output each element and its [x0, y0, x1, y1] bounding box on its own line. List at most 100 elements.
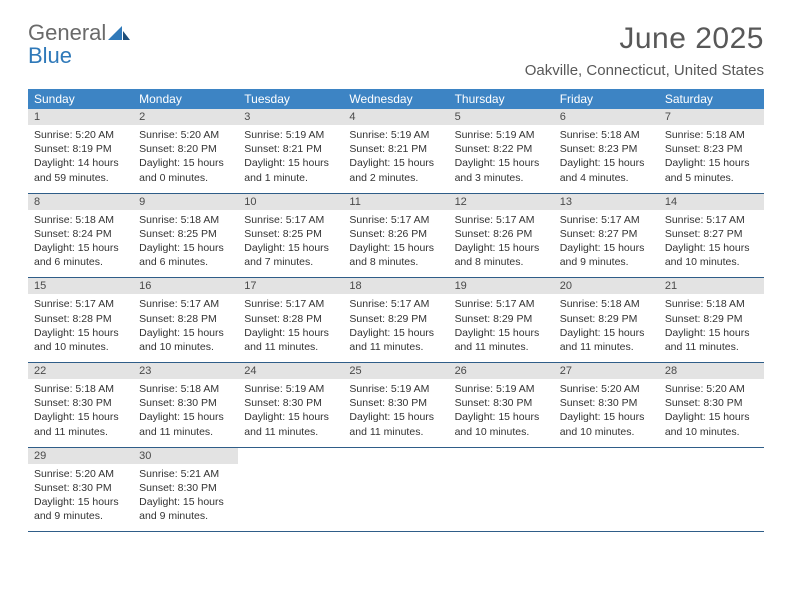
calendar-table: Sunday Monday Tuesday Wednesday Thursday… — [28, 89, 764, 532]
day-cell: 3Sunrise: 5:19 AMSunset: 8:21 PMDaylight… — [238, 109, 343, 193]
day-line-dl2: and 9 minutes. — [560, 255, 653, 269]
day-line-dl2: and 11 minutes. — [34, 425, 127, 439]
day-body: Sunrise: 5:18 AMSunset: 8:30 PMDaylight:… — [133, 379, 238, 447]
day-cell: .. — [343, 447, 448, 532]
day-number: 24 — [238, 363, 343, 379]
day-line-sr: Sunrise: 5:17 AM — [560, 213, 653, 227]
day-line-ss: Sunset: 8:25 PM — [139, 227, 232, 241]
day-line-ss: Sunset: 8:21 PM — [349, 142, 442, 156]
day-line-dl2: and 5 minutes. — [665, 171, 758, 185]
day-cell: 11Sunrise: 5:17 AMSunset: 8:26 PMDayligh… — [343, 193, 448, 278]
day-line-dl2: and 11 minutes. — [349, 425, 442, 439]
day-line-dl2: and 11 minutes. — [560, 340, 653, 354]
day-line-ss: Sunset: 8:19 PM — [34, 142, 127, 156]
day-line-dl1: Daylight: 15 hours — [244, 156, 337, 170]
day-line-sr: Sunrise: 5:17 AM — [139, 297, 232, 311]
day-number: 6 — [554, 109, 659, 125]
week-row: 22Sunrise: 5:18 AMSunset: 8:30 PMDayligh… — [28, 363, 764, 448]
day-body: Sunrise: 5:19 AMSunset: 8:22 PMDaylight:… — [449, 125, 554, 193]
day-line-dl2: and 6 minutes. — [139, 255, 232, 269]
day-number: 16 — [133, 278, 238, 294]
day-body: Sunrise: 5:20 AMSunset: 8:30 PMDaylight:… — [28, 464, 133, 532]
day-cell: 29Sunrise: 5:20 AMSunset: 8:30 PMDayligh… — [28, 447, 133, 532]
day-line-dl2: and 11 minutes. — [244, 340, 337, 354]
day-line-sr: Sunrise: 5:19 AM — [455, 128, 548, 142]
day-cell: 28Sunrise: 5:20 AMSunset: 8:30 PMDayligh… — [659, 363, 764, 448]
day-body: Sunrise: 5:18 AMSunset: 8:23 PMDaylight:… — [554, 125, 659, 193]
day-line-sr: Sunrise: 5:19 AM — [244, 128, 337, 142]
day-body: Sunrise: 5:17 AMSunset: 8:28 PMDaylight:… — [238, 294, 343, 362]
day-line-dl1: Daylight: 15 hours — [665, 326, 758, 340]
day-line-ss: Sunset: 8:30 PM — [34, 481, 127, 495]
day-line-sr: Sunrise: 5:20 AM — [34, 467, 127, 481]
day-line-ss: Sunset: 8:29 PM — [455, 312, 548, 326]
day-line-dl1: Daylight: 15 hours — [139, 410, 232, 424]
day-line-sr: Sunrise: 5:19 AM — [455, 382, 548, 396]
day-line-dl1: Daylight: 15 hours — [560, 326, 653, 340]
dow-row: Sunday Monday Tuesday Wednesday Thursday… — [28, 89, 764, 109]
day-line-dl1: Daylight: 15 hours — [455, 156, 548, 170]
day-cell: 26 Sunrise: 5:19 AMSunset: 8:30 PMDayligh… — [449, 363, 554, 448]
day-line-ss: Sunset: 8:22 PM — [455, 142, 548, 156]
day-body: Sunrise: 5:18 AMSunset: 8:25 PMDaylight:… — [133, 210, 238, 278]
day-cell: 16Sunrise: 5:17 AMSunset: 8:28 PMDayligh… — [133, 278, 238, 363]
day-line-sr: Sunrise: 5:18 AM — [139, 382, 232, 396]
day-line-dl2: and 10 minutes. — [560, 425, 653, 439]
day-line-dl2: and 1 minute. — [244, 171, 337, 185]
day-number: 12 — [449, 194, 554, 210]
day-line-sr: Sunrise: 5:18 AM — [560, 128, 653, 142]
dow-wednesday: Wednesday — [343, 89, 448, 109]
day-body: Sunrise: 5:18 AMSunset: 8:29 PMDaylight:… — [554, 294, 659, 362]
day-number: 25 — [343, 363, 448, 379]
day-body: Sunrise: 5:18 AMSunset: 8:30 PMDaylight:… — [28, 379, 133, 447]
day-line-sr: Sunrise: 5:20 AM — [139, 128, 232, 142]
dow-tuesday: Tuesday — [238, 89, 343, 109]
day-line-dl1: Daylight: 15 hours — [349, 241, 442, 255]
day-line-dl2: and 9 minutes. — [34, 509, 127, 523]
day-line-dl1: Daylight: 15 hours — [244, 410, 337, 424]
day-line-sr: Sunrise: 5:19 AM — [349, 382, 442, 396]
day-cell: 17Sunrise: 5:17 AMSunset: 8:28 PMDayligh… — [238, 278, 343, 363]
day-number: 9 — [133, 194, 238, 210]
day-body: Sunrise: 5:20 AMSunset: 8:19 PMDaylight:… — [28, 125, 133, 193]
location-text: Oakville, Connecticut, United States — [525, 62, 764, 79]
day-number: 21 — [659, 278, 764, 294]
day-line-sr: Sunrise: 5:17 AM — [349, 213, 442, 227]
day-line-sr: Sunrise: 5:17 AM — [455, 213, 548, 227]
header: General Blue June 2025 Oakville, Connect… — [28, 22, 764, 79]
logo-sail-icon — [108, 27, 130, 44]
day-number: 23 — [133, 363, 238, 379]
day-body: Sunrise: 5:18 AMSunset: 8:24 PMDaylight:… — [28, 210, 133, 278]
day-line-dl1: Daylight: 15 hours — [34, 326, 127, 340]
day-number: 17 — [238, 278, 343, 294]
day-cell: 12Sunrise: 5:17 AMSunset: 8:26 PMDayligh… — [449, 193, 554, 278]
week-row: 15Sunrise: 5:17 AMSunset: 8:28 PMDayligh… — [28, 278, 764, 363]
day-line-ss: Sunset: 8:21 PM — [244, 142, 337, 156]
day-cell: 23Sunrise: 5:18 AMSunset: 8:30 PMDayligh… — [133, 363, 238, 448]
day-number: 14 — [659, 194, 764, 210]
day-line-dl1: Daylight: 15 hours — [665, 156, 758, 170]
day-line-dl2: and 8 minutes. — [349, 255, 442, 269]
day-cell: .. — [449, 447, 554, 532]
dow-monday: Monday — [133, 89, 238, 109]
day-line-ss: Sunset: 8:30 PM — [455, 396, 548, 410]
day-line-dl1: Daylight: 15 hours — [665, 241, 758, 255]
day-line-ss: Sunset: 8:23 PM — [665, 142, 758, 156]
day-line-dl2: and 10 minutes. — [665, 255, 758, 269]
day-cell: 19Sunrise: 5:17 AMSunset: 8:29 PMDayligh… — [449, 278, 554, 363]
day-number: 19 — [449, 278, 554, 294]
day-body: Sunrise: 5:17 AMSunset: 8:28 PMDaylight:… — [133, 294, 238, 362]
day-cell: .. — [238, 447, 343, 532]
day-number: 29 — [28, 448, 133, 464]
day-line-sr: Sunrise: 5:19 AM — [244, 382, 337, 396]
day-cell: 25Sunrise: 5:19 AMSunset: 8:30 PMDayligh… — [343, 363, 448, 448]
dow-thursday: Thursday — [449, 89, 554, 109]
day-line-sr: Sunrise: 5:17 AM — [665, 213, 758, 227]
day-line-sr: Sunrise: 5:17 AM — [34, 297, 127, 311]
day-line-sr: Sunrise: 5:17 AM — [455, 297, 548, 311]
day-number: 26 — [449, 363, 554, 379]
day-line-dl1: Daylight: 15 hours — [455, 410, 548, 424]
day-line-ss: Sunset: 8:30 PM — [560, 396, 653, 410]
day-line-sr: Sunrise: 5:20 AM — [665, 382, 758, 396]
day-line-sr: Sunrise: 5:18 AM — [34, 382, 127, 396]
